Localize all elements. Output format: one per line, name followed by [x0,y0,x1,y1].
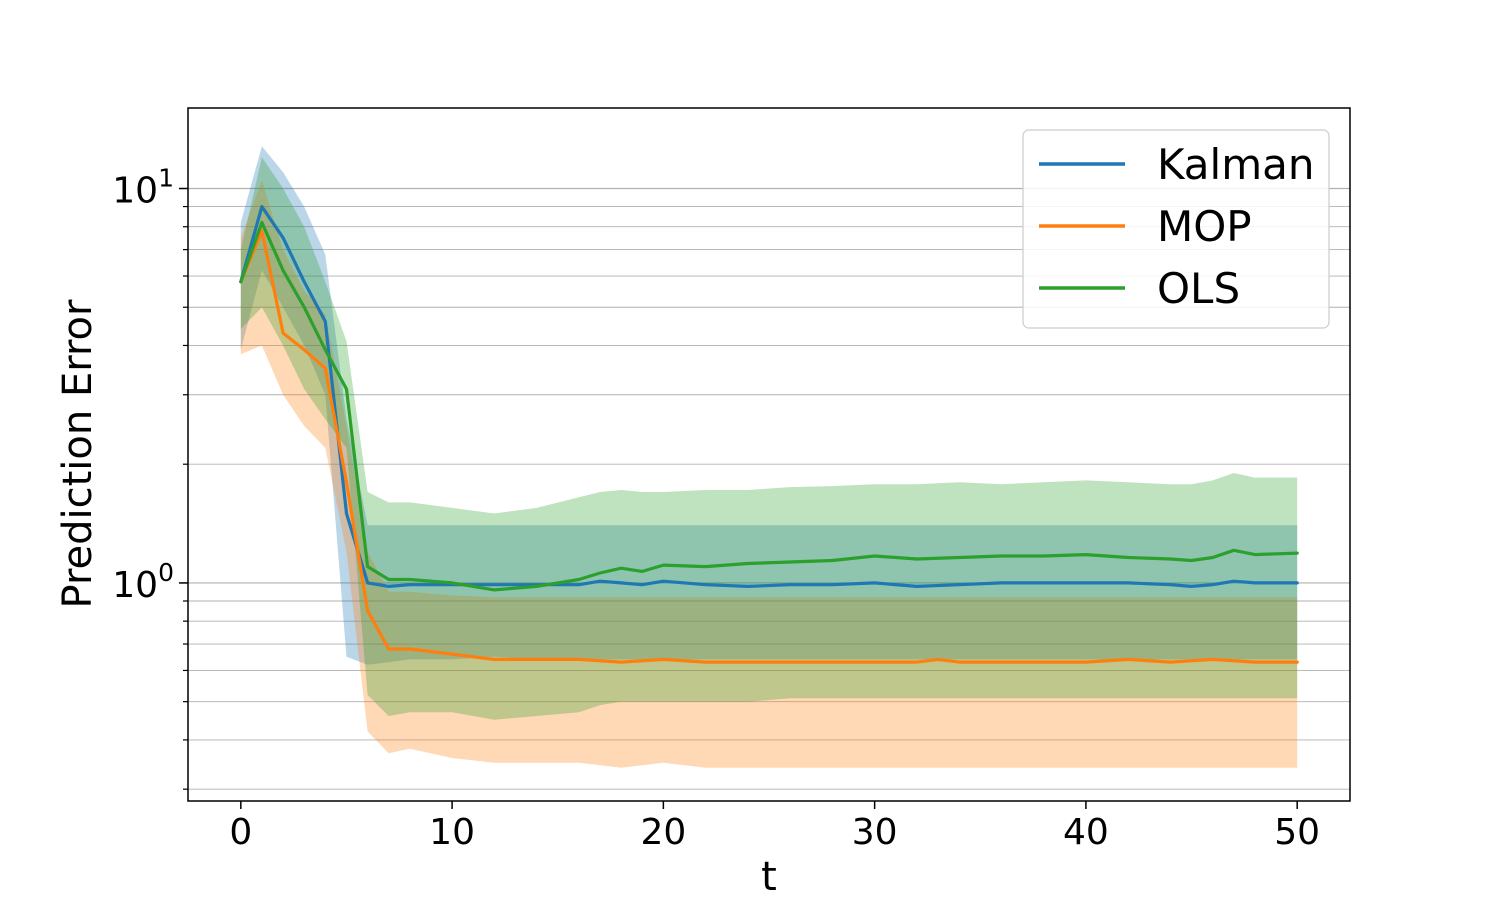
kalman-legend-label: Kalman [1157,140,1314,189]
x-tick-label: 10 [429,812,475,853]
y-axis-label: Prediction Error [55,299,101,608]
confidence-bands [240,146,1298,768]
series-lines [239,205,1299,664]
mop-line [239,229,1299,664]
x-axis-label: t [761,854,777,900]
mop-legend-label: MOP [1157,202,1252,251]
grid-lines [188,187,1350,790]
y-axis-ticks: 100 101 [112,164,188,790]
x-tick-label: 20 [640,812,686,853]
y-tick-label: 101 [112,164,174,212]
legend: Kalman MOP OLS [1022,129,1330,329]
x-tick-label: 0 [229,812,252,853]
ols-line [239,220,1299,592]
legend-box [1022,129,1330,329]
ols-band [240,157,1298,720]
y-tick-label: 100 [112,558,174,606]
x-tick-label: 50 [1274,812,1320,853]
plot-frame [187,107,1351,802]
ols-legend-label: OLS [1157,264,1240,313]
x-tick-label: 30 [852,812,898,853]
x-axis-ticks: 0 10 20 30 40 50 [229,801,1320,853]
mop-band [240,180,1298,768]
x-tick-label: 40 [1063,812,1109,853]
kalman-band [240,146,1298,665]
